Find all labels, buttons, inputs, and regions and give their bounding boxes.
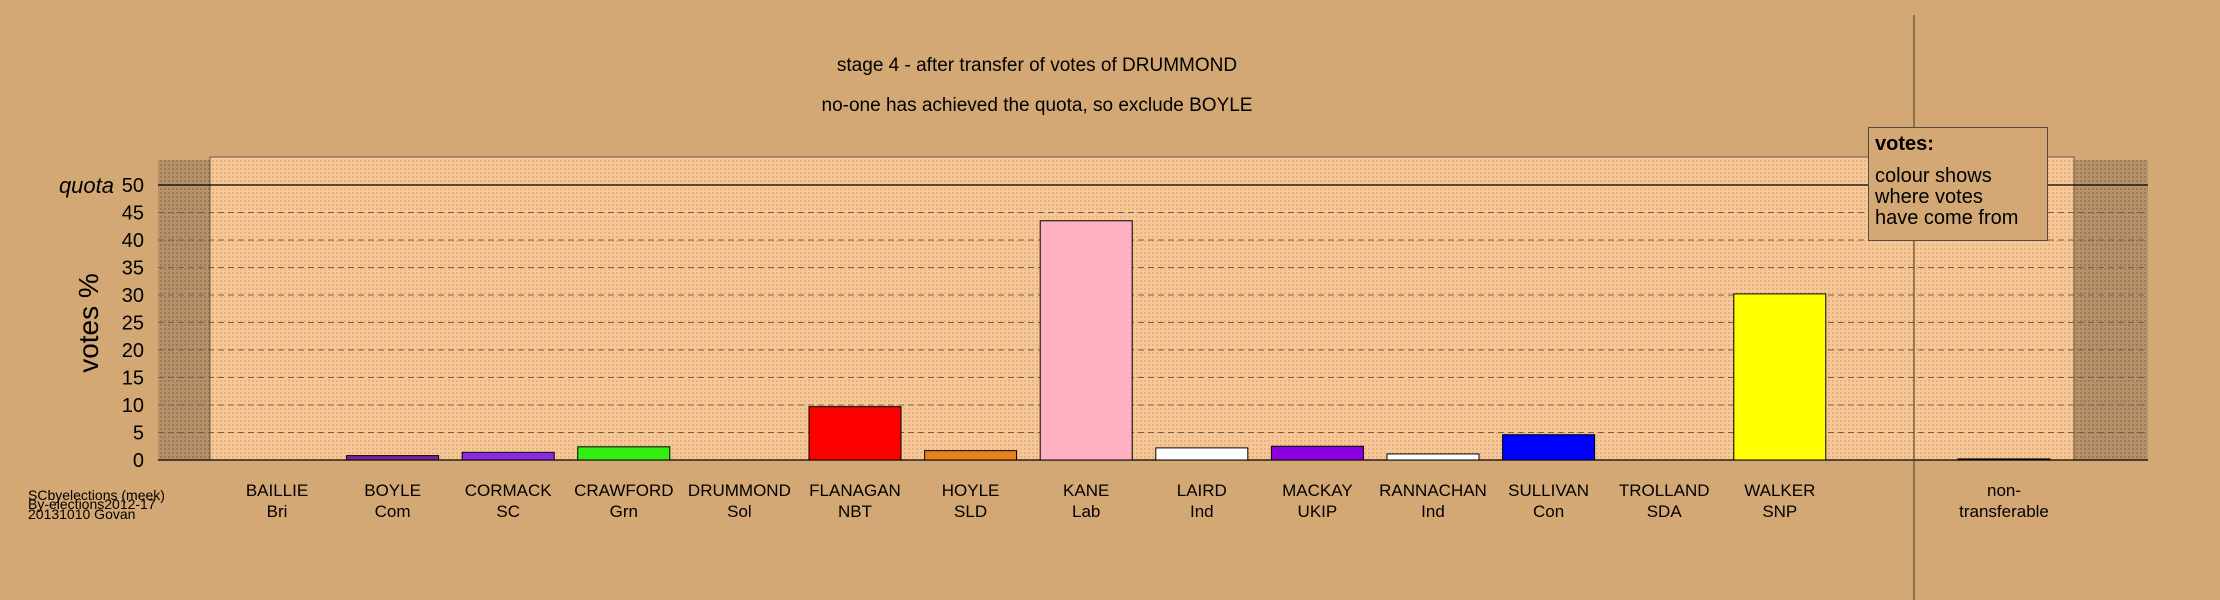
candidate-party-label: SDA — [1647, 502, 1683, 521]
candidate-party-label: Sol — [727, 502, 752, 521]
y-axis-label: votes % — [73, 273, 104, 373]
credits-line-2: By-elections2012-17 — [28, 496, 156, 512]
bar-mackay — [1270, 445, 1364, 461]
candidate-name-label: KANE — [1063, 481, 1109, 500]
legend-line-1: colour shows — [1875, 165, 1992, 187]
bar-cormack — [461, 451, 555, 461]
y-tick-label: 15 — [122, 368, 144, 390]
y-tick-label: 5 — [133, 423, 144, 445]
y-tick-label: 50 — [122, 175, 144, 197]
bar-flanagan — [808, 406, 902, 461]
legend-line-3: have come from — [1875, 207, 2019, 229]
y-tick-label: 25 — [122, 313, 144, 335]
candidate-party-label: Grn — [610, 502, 638, 521]
y-tick-label: 0 — [133, 450, 144, 472]
x-labels: BAILLIE Bri BOYLE Com CORMACK SC CRAWFORD Grn DR… — [246, 481, 2049, 521]
candidate-party-label: Ind — [1190, 502, 1214, 521]
y-tick-label: 45 — [122, 203, 144, 225]
legend-line-2: where votes — [1875, 186, 1983, 208]
candidate-party-label: Con — [1533, 502, 1564, 521]
candidate-name-label: MACKAY — [1282, 481, 1353, 500]
y-tick-label: 40 — [122, 230, 144, 252]
candidate-name-label: LAIRD — [1177, 481, 1227, 500]
candidate-name-label: SULLIVAN — [1508, 481, 1589, 500]
bar-crawford — [577, 446, 671, 461]
y-axis-ticks: 0 5 10 15 20 25 30 35 40 45 50 — [122, 175, 144, 472]
y-tick-label: 30 — [122, 285, 144, 307]
plot-side-right — [2074, 160, 2148, 460]
legend: votes: colour shows where votes have com… — [1868, 127, 2048, 241]
chart-subtitle: no-one has achieved the quota, so exclud… — [822, 95, 1253, 116]
bar-nontransferable — [1957, 458, 2051, 461]
bar-hoyle — [924, 450, 1018, 461]
y-tick-label: 10 — [122, 395, 144, 417]
candidate-party-label: SNP — [1762, 502, 1797, 521]
nontransferable-label-1: non- — [1987, 481, 2021, 500]
candidate-party-label: UKIP — [1298, 502, 1338, 521]
bar-rannachan — [1386, 453, 1480, 461]
candidate-party-label: Lab — [1072, 502, 1100, 521]
y-tick-label: 35 — [122, 258, 144, 280]
candidate-name-label: FLANAGAN — [809, 481, 901, 500]
chart-title: stage 4 - after transfer of votes of DRU… — [837, 55, 1237, 76]
candidate-party-label: SLD — [954, 502, 987, 521]
credits-line-1: SCbyelections (meek) — [28, 487, 165, 503]
candidate-name-label: TROLLAND — [1619, 481, 1710, 500]
bar-kane — [1039, 220, 1133, 461]
candidate-party-label: Ind — [1421, 502, 1445, 521]
candidate-party-label: NBT — [838, 502, 872, 521]
candidate-name-label: BAILLIE — [246, 481, 308, 500]
bar-walker — [1733, 293, 1827, 461]
candidate-party-label: SC — [496, 502, 520, 521]
candidate-name-label: DRUMMOND — [688, 481, 791, 500]
candidate-name-label: BOYLE — [364, 481, 421, 500]
gridlines — [158, 212, 2148, 433]
candidate-name-label: RANNACHAN — [1379, 481, 1487, 500]
candidate-name-label: WALKER — [1744, 481, 1815, 500]
quota-label: quota — [59, 173, 114, 198]
bar-boyle — [346, 455, 440, 461]
credits-line-3: 20131010 Govan — [28, 506, 135, 522]
candidate-party-label: Com — [375, 502, 411, 521]
candidate-name-label: HOYLE — [942, 481, 1000, 500]
legend-title: votes: — [1875, 133, 1934, 155]
plot-side-left — [158, 160, 210, 460]
bars — [346, 220, 2051, 461]
bar-sullivan — [1502, 434, 1596, 461]
y-tick-label: 20 — [122, 340, 144, 362]
candidate-name-label: CORMACK — [465, 481, 553, 500]
candidate-party-label: Bri — [267, 502, 288, 521]
nontransferable-label-2: transferable — [1959, 502, 2049, 521]
bar-laird — [1155, 447, 1249, 461]
candidate-name-label: CRAWFORD — [574, 481, 673, 500]
